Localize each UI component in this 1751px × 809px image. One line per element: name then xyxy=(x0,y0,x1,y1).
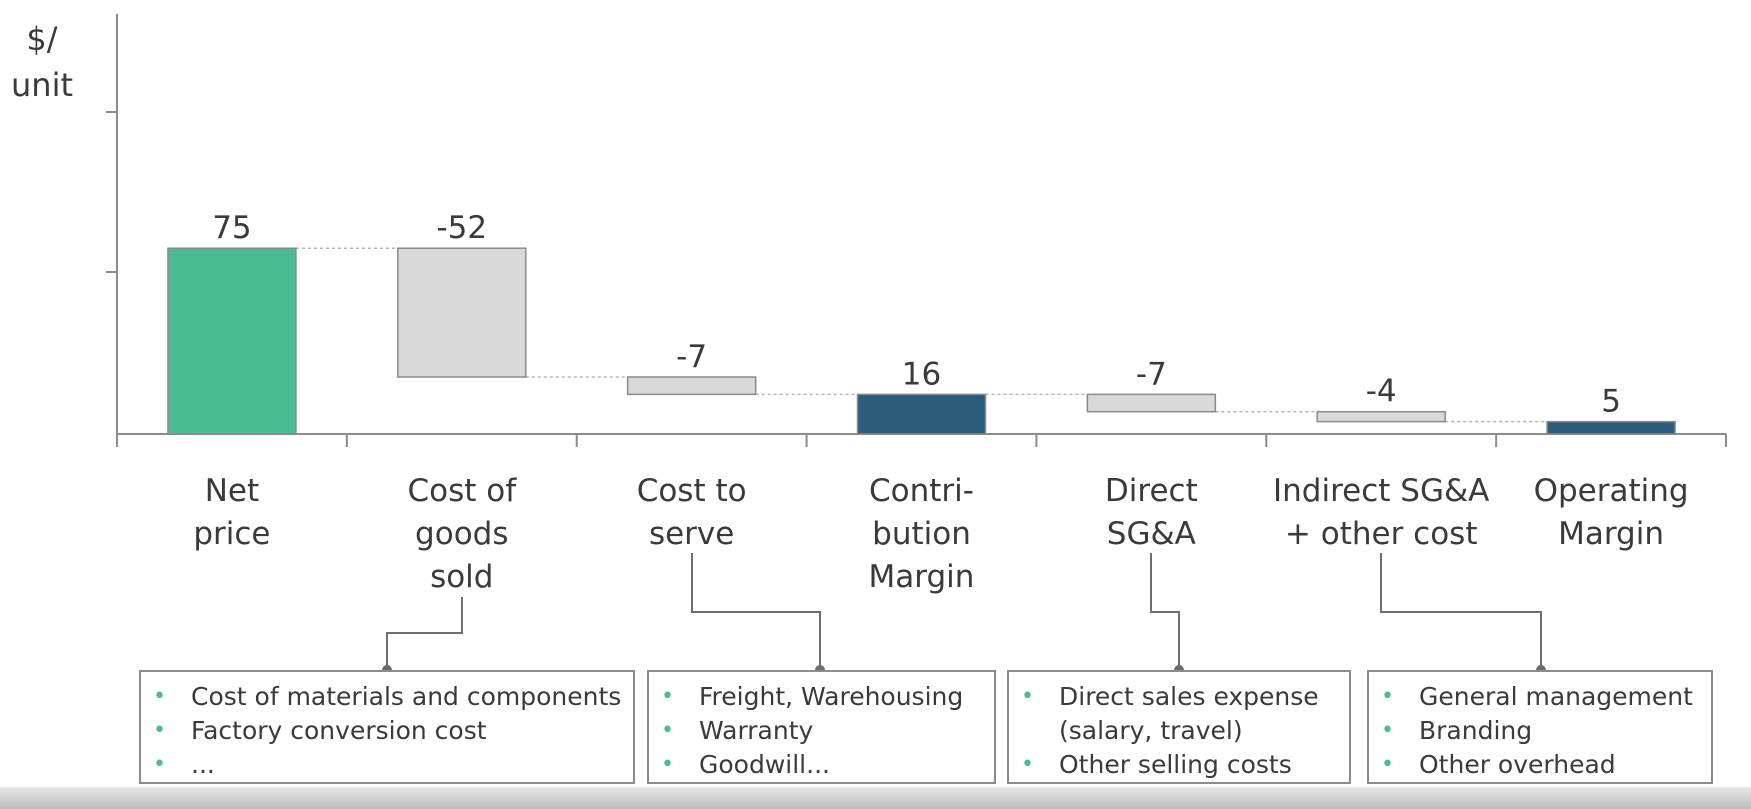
breakdown-item: Other overhead xyxy=(1381,748,1711,782)
breakdown-item: General management xyxy=(1381,680,1711,714)
category-label-0: Net price xyxy=(193,473,271,552)
y-axis-label: $/ unit xyxy=(11,20,73,104)
bar-6 xyxy=(1546,420,1676,435)
bar-2 xyxy=(626,376,757,396)
breakdown-item: Factory conversion cost xyxy=(153,714,633,748)
bar-1 xyxy=(397,247,527,378)
data-label-0: 75 xyxy=(212,210,251,246)
breakdown-box-direct-sga: Direct sales expense (salary, travel) Ot… xyxy=(1007,670,1351,784)
callout-connector xyxy=(1380,553,1542,670)
bar-5 xyxy=(1316,410,1446,423)
breakdown-box-indirect-sga: General management Branding Other overhe… xyxy=(1367,670,1713,784)
category-label-1: Cost of goods sold xyxy=(407,473,517,595)
breakdown-item: Direct sales expense (salary, travel) xyxy=(1021,680,1349,748)
category-label-2: Cost to serve xyxy=(636,473,747,552)
bar-0 xyxy=(167,247,297,435)
callout-connector xyxy=(386,597,463,670)
breakdown-item: Cost of materials and components xyxy=(153,680,633,714)
callout-connector xyxy=(1150,553,1180,670)
category-label-5: Indirect SG&A + other cost xyxy=(1273,473,1490,552)
data-label-4: -7 xyxy=(1136,356,1167,392)
bottom-shadow xyxy=(0,787,1751,809)
callout-connector xyxy=(691,553,821,670)
breakdown-item: ... xyxy=(153,748,633,782)
data-label-2: -7 xyxy=(676,339,707,375)
breakdown-item: Goodwill... xyxy=(661,748,994,782)
breakdown-item: Branding xyxy=(1381,714,1711,748)
bar-4 xyxy=(1086,393,1217,413)
category-label-6: Operating Margin xyxy=(1533,473,1689,552)
breakdown-box-cost-to-serve: Freight, Warehousing Warranty Goodwill..… xyxy=(647,670,996,784)
breakdown-item: Other selling costs xyxy=(1021,748,1349,782)
category-label-4: Direct SG&A xyxy=(1104,473,1198,552)
data-label-1: -52 xyxy=(436,210,487,246)
data-label-5: -4 xyxy=(1366,374,1397,410)
category-label-3: Contri- bution Margin xyxy=(868,473,975,595)
breakdown-item: Freight, Warehousing xyxy=(661,680,994,714)
data-label-3: 16 xyxy=(902,356,941,392)
bar-3 xyxy=(856,393,987,435)
data-label-6: 5 xyxy=(1601,384,1621,420)
breakdown-box-cogs: Cost of materials and components Factory… xyxy=(139,670,635,784)
breakdown-item: Warranty xyxy=(661,714,994,748)
